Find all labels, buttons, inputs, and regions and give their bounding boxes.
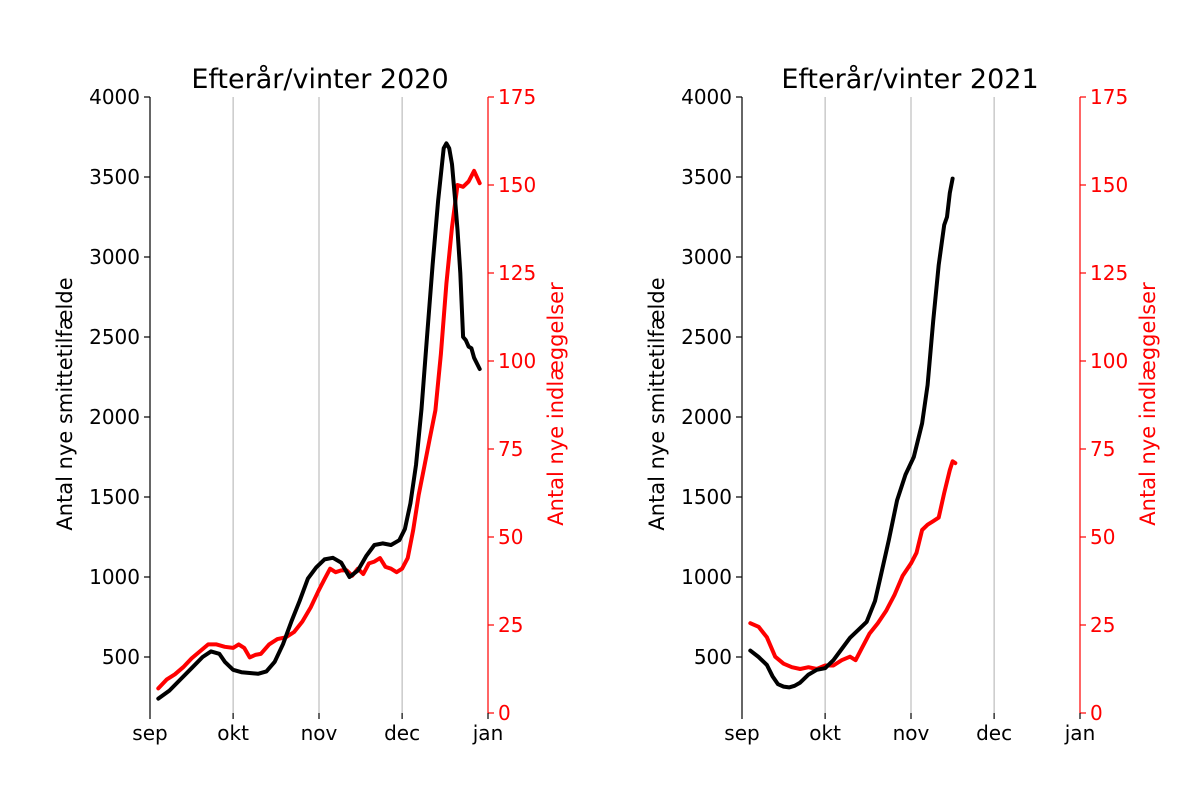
series-line-hospitalizations <box>156 168 482 691</box>
y-tick-label-right: 150 <box>1090 173 1128 197</box>
x-tick-label: dec <box>384 721 420 745</box>
x-tick-label: nov <box>893 721 930 745</box>
x-tick-label: okt <box>809 721 841 745</box>
y-tick-label-left: 1500 <box>89 485 140 509</box>
y-tick-label-right: 150 <box>498 173 536 197</box>
x-tick-label: sep <box>724 721 759 745</box>
y-tick-label-left: 2500 <box>89 325 140 349</box>
y-axis-label-left: Antal nye smittetilfælde <box>645 277 669 530</box>
y-tick-label-left: 1500 <box>681 485 732 509</box>
y-tick-label-left: 2000 <box>89 405 140 429</box>
y-axis-label-left: Antal nye smittetilfælde <box>53 277 77 530</box>
x-tick-label: sep <box>132 721 167 745</box>
y-tick-label-left: 3500 <box>681 165 732 189</box>
series-line-cases <box>156 141 482 701</box>
y-tick-label-right: 0 <box>498 701 511 725</box>
y-axis-label-right: Antal nye indlæggelser <box>1136 282 1160 526</box>
x-tick-label: jan <box>1064 721 1096 745</box>
y-tick-label-left: 2500 <box>681 325 732 349</box>
y-tick-label-left: 1000 <box>89 565 140 589</box>
x-tick-label: dec <box>976 721 1012 745</box>
y-tick-label-right: 25 <box>498 613 523 637</box>
series-line-cases <box>748 176 955 690</box>
y-tick-label-left: 3000 <box>89 245 140 269</box>
y-tick-label-left: 1000 <box>681 565 732 589</box>
y-tick-label-right: 175 <box>1090 85 1128 109</box>
y-tick-label-right: 0 <box>1090 701 1103 725</box>
chart-title: Efterår/vinter 2020 <box>191 64 448 95</box>
y-tick-label-left: 3500 <box>89 165 140 189</box>
y-tick-label-right: 50 <box>498 525 523 549</box>
y-tick-label-left: 4000 <box>681 85 732 109</box>
y-tick-label-right: 125 <box>1090 261 1128 285</box>
chart-panel-2020: Efterår/vinter 2020 Antal nye smittetilf… <box>53 64 568 745</box>
y-tick-label-left: 3000 <box>681 245 732 269</box>
y-tick-label-right: 100 <box>1090 349 1128 373</box>
y-tick-label-right: 25 <box>1090 613 1115 637</box>
y-axis-label-right: Antal nye indlæggelser <box>544 282 568 526</box>
y-tick-label-left: 500 <box>102 645 140 669</box>
y-tick-label-right: 125 <box>498 261 536 285</box>
chart-panel-2021: Efterår/vinter 2021 Antal nye smittetilf… <box>645 64 1160 745</box>
y-tick-label-left: 2000 <box>681 405 732 429</box>
x-tick-label: nov <box>301 721 338 745</box>
x-tick-label: okt <box>217 721 249 745</box>
series-line-hospitalizations <box>748 459 958 671</box>
chart-title: Efterår/vinter 2021 <box>781 64 1038 95</box>
y-tick-label-right: 175 <box>498 85 536 109</box>
y-tick-label-right: 100 <box>498 349 536 373</box>
y-tick-label-right: 75 <box>1090 437 1115 461</box>
y-tick-label-left: 500 <box>694 645 732 669</box>
y-tick-label-left: 4000 <box>89 85 140 109</box>
x-tick-label: jan <box>472 721 504 745</box>
y-tick-label-right: 50 <box>1090 525 1115 549</box>
y-tick-label-right: 75 <box>498 437 523 461</box>
